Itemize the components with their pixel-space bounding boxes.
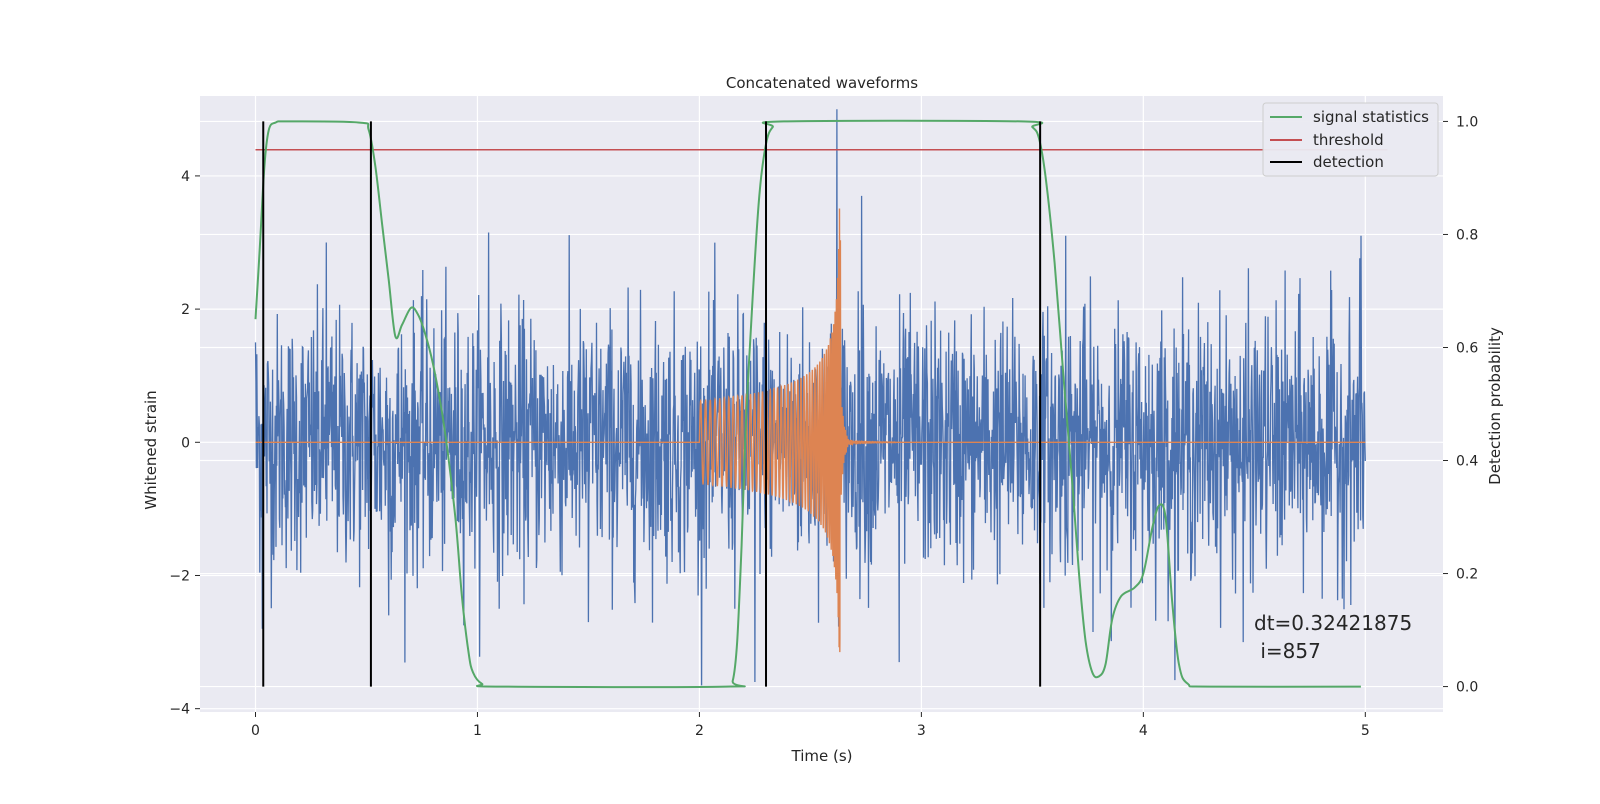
y-right-tick-label: 0.4 (1456, 454, 1478, 470)
y-right-tick-label: 0.2 (1456, 567, 1478, 583)
signal-statistics-series-line (254, 119, 1361, 689)
legend-label-detection: detection (1313, 153, 1384, 171)
legend-box (1262, 102, 1439, 177)
y-right-tick-label: 0.0 (1456, 680, 1478, 696)
template-series-line (255, 208, 1366, 653)
legend: signal statistics threshold detection (1262, 102, 1439, 177)
y-left-tick-label: −2 (169, 568, 190, 584)
series-layer (254, 109, 1388, 689)
chart-title: Concatenated waveforms (726, 74, 918, 92)
legend-label-threshold: threshold (1313, 131, 1384, 149)
y-left-tick-label: 4 (181, 169, 190, 185)
x-tick-label: 1 (473, 723, 482, 739)
x-tick-label: 2 (695, 723, 704, 739)
x-axis-label: Time (s) (791, 747, 853, 765)
annotation-i: i=857 (1254, 639, 1321, 663)
y-right-tick-label: 1.0 (1456, 114, 1478, 130)
x-tick-label: 5 (1361, 723, 1370, 739)
y-axis-label-right: Detection probability (1486, 327, 1504, 485)
x-tick-label: 3 (917, 723, 926, 739)
y-axis-label-left: Whitened strain (142, 390, 160, 509)
x-tick-label: 4 (1139, 723, 1148, 739)
y-left-tick-label: −4 (169, 702, 190, 718)
tick-labels: 0 1 2 3 4 5 −4 −2 0 2 4 0.0 0.2 0.4 0.6 0.8 1.0 (169, 114, 1478, 739)
legend-label-signal-statistics: signal statistics (1313, 108, 1429, 126)
y-left-tick-label: 2 (181, 302, 190, 318)
x-tick-label: 0 (251, 723, 260, 739)
y-right-tick-label: 0.8 (1456, 227, 1478, 243)
y-right-tick-label: 0.6 (1456, 340, 1478, 356)
y-left-tick-label: 0 (181, 435, 190, 451)
annotation-dt: dt=0.32421875 (1254, 611, 1412, 635)
